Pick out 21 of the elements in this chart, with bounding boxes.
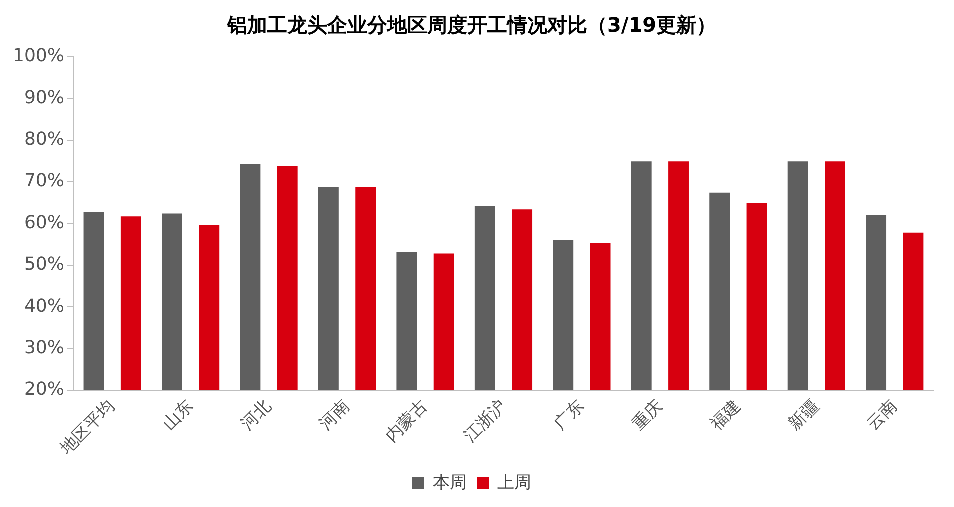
legend-label: 上周 bbox=[498, 472, 532, 493]
y-tick-label: 100% bbox=[12, 46, 64, 67]
y-tick-label: 50% bbox=[24, 254, 64, 276]
x-tick-label: 福建 bbox=[706, 396, 746, 434]
x-tick-label: 云南 bbox=[863, 396, 902, 434]
x-tick-label: 山东 bbox=[159, 396, 198, 434]
chart-title: 铝加工龙头企业分地区周度开工情况对比（3/19更新） bbox=[226, 13, 717, 38]
x-tick-label: 河南 bbox=[316, 396, 354, 434]
x-tick-label: 内蒙古 bbox=[382, 396, 432, 446]
y-tick-label: 40% bbox=[24, 296, 64, 317]
legend-label: 本周 bbox=[433, 472, 467, 493]
y-tick-label: 80% bbox=[24, 129, 64, 150]
y-tick-label: 90% bbox=[24, 87, 64, 108]
x-tick-label: 重庆 bbox=[628, 396, 667, 434]
y-tick-label: 70% bbox=[24, 170, 64, 192]
x-tick-label: 江浙沪 bbox=[460, 396, 510, 446]
x-tick-label: 新疆 bbox=[785, 396, 824, 434]
y-tick-label: 60% bbox=[24, 212, 64, 234]
x-tick-label: 河北 bbox=[238, 396, 276, 434]
y-tick-label: 30% bbox=[24, 337, 64, 358]
x-tick-label: 广东 bbox=[550, 396, 589, 434]
